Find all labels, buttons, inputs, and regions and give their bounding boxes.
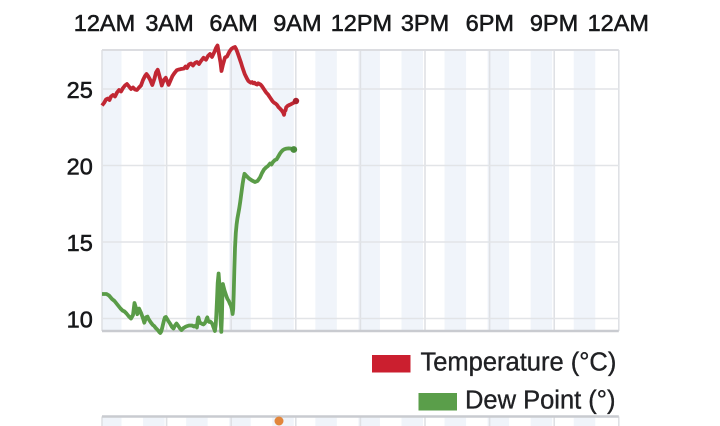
svg-text:6PM: 6PM — [466, 10, 514, 36]
svg-text:Dew Point (°): Dew Point (°) — [465, 387, 616, 415]
svg-text:12AM: 12AM — [74, 10, 135, 36]
svg-text:12AM: 12AM — [588, 10, 649, 36]
svg-text:9PM: 9PM — [530, 10, 578, 36]
svg-text:3AM: 3AM — [145, 10, 193, 36]
svg-text:20: 20 — [67, 154, 93, 180]
svg-text:Temperature (°C): Temperature (°C) — [421, 349, 617, 377]
svg-text:12PM: 12PM — [331, 10, 392, 36]
svg-text:6AM: 6AM — [209, 10, 257, 36]
svg-text:10: 10 — [67, 307, 93, 333]
svg-text:3PM: 3PM — [401, 10, 449, 36]
svg-text:15: 15 — [67, 230, 93, 256]
svg-text:25: 25 — [67, 77, 93, 103]
svg-text:9AM: 9AM — [273, 10, 321, 36]
